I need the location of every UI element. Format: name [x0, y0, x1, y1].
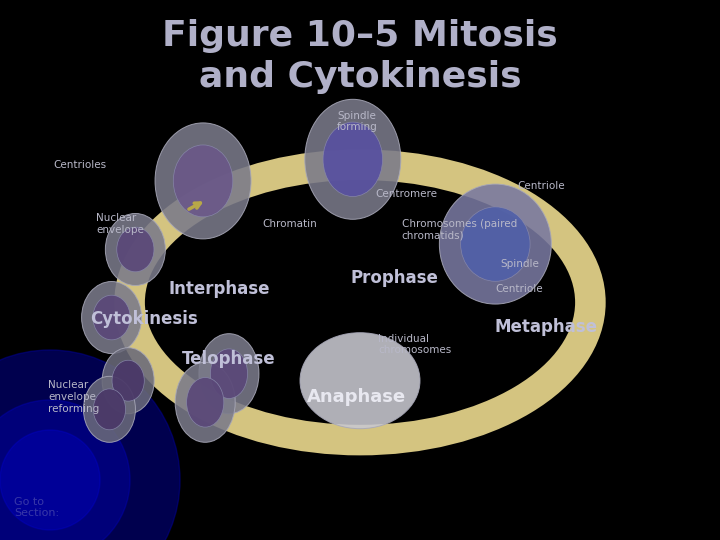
- Text: Chromatin: Chromatin: [263, 219, 318, 229]
- Circle shape: [0, 400, 130, 540]
- Ellipse shape: [175, 362, 235, 442]
- Text: Nuclear
envelope: Nuclear envelope: [96, 213, 144, 235]
- Ellipse shape: [112, 360, 144, 401]
- Ellipse shape: [174, 145, 233, 217]
- Ellipse shape: [300, 333, 420, 429]
- Ellipse shape: [305, 99, 401, 219]
- Text: Telophase: Telophase: [182, 350, 276, 368]
- Ellipse shape: [105, 213, 166, 286]
- Ellipse shape: [155, 123, 251, 239]
- Ellipse shape: [93, 295, 130, 340]
- Ellipse shape: [102, 348, 154, 414]
- Ellipse shape: [84, 376, 135, 442]
- Ellipse shape: [117, 227, 154, 272]
- Text: Cytokinesis: Cytokinesis: [90, 309, 198, 328]
- Text: Interphase: Interphase: [169, 280, 270, 298]
- Text: Go to
Section:: Go to Section:: [14, 497, 60, 518]
- Text: Centrioles: Centrioles: [53, 160, 107, 170]
- Text: Centriole: Centriole: [495, 284, 543, 294]
- Ellipse shape: [210, 349, 248, 399]
- Ellipse shape: [199, 334, 259, 414]
- Ellipse shape: [94, 389, 125, 430]
- Ellipse shape: [81, 281, 142, 354]
- Text: Metaphase: Metaphase: [494, 318, 598, 336]
- Text: Anaphase: Anaphase: [307, 388, 406, 406]
- Text: Prophase: Prophase: [351, 269, 438, 287]
- Ellipse shape: [439, 184, 552, 304]
- Text: Spindle: Spindle: [500, 259, 539, 268]
- Text: Centriole: Centriole: [517, 181, 564, 191]
- Circle shape: [0, 430, 100, 530]
- Text: Centromere: Centromere: [376, 190, 438, 199]
- Circle shape: [0, 350, 180, 540]
- Ellipse shape: [461, 207, 530, 281]
- Text: Individual
chromosomes: Individual chromosomes: [378, 334, 451, 355]
- Ellipse shape: [186, 377, 224, 427]
- Text: Figure 10–5 Mitosis
and Cytokinesis: Figure 10–5 Mitosis and Cytokinesis: [162, 19, 558, 94]
- Text: Spindle
forming: Spindle forming: [337, 111, 378, 132]
- Ellipse shape: [323, 122, 382, 197]
- Text: Nuclear
envelope
reforming: Nuclear envelope reforming: [48, 380, 99, 414]
- Text: Chromosomes (paired
chromatids): Chromosomes (paired chromatids): [402, 219, 517, 240]
